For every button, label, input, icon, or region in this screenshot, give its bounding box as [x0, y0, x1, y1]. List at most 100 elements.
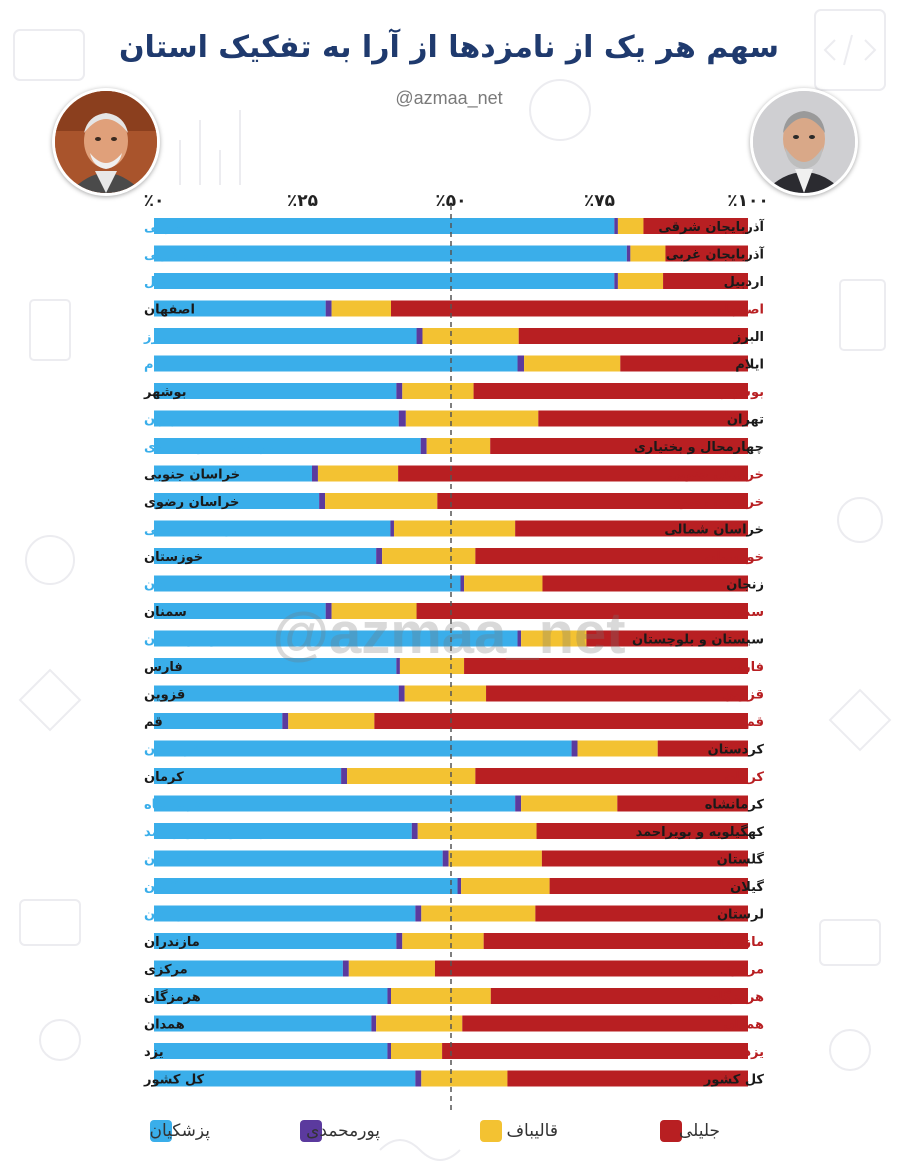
province-label-left: سمنان: [144, 605, 187, 620]
province-label-left: ایلام: [144, 358, 173, 373]
province-label-right: کرمان: [724, 770, 764, 785]
province-label-right: کل کشور: [703, 1073, 765, 1088]
province-label-right: خوزستان: [705, 550, 764, 565]
bar-segment-pezeshkian: [154, 438, 421, 454]
legend-item-pezeshkian: پزشکیان: [149, 1118, 242, 1146]
bar-segment-pezeshkian: [154, 933, 397, 949]
bar-segment-pourmohammadi: [282, 713, 289, 729]
province-label-left: فارس: [144, 660, 183, 675]
province-label-left: اصفهان: [144, 303, 195, 318]
bar-segment-jalili: [464, 658, 748, 674]
bar-segment-jalili: [665, 245, 748, 262]
x-tick-label: ٪۵۰: [435, 191, 466, 211]
province-label-left: زنجان: [144, 578, 182, 593]
bar-segment-jalili: [515, 520, 748, 537]
bar-row: [154, 905, 748, 922]
bar-row: [154, 575, 748, 592]
bar-segment-ghalibaf: [393, 520, 516, 537]
bar-segment-pezeshkian: [154, 328, 417, 344]
x-tick-label: ٪۷۵: [584, 191, 615, 211]
province-label-left: کرمانشاه: [144, 798, 204, 813]
province-label-right: فارس: [725, 660, 764, 675]
bar-segment-pezeshkian: [154, 493, 320, 509]
province-label-left: سیستان و بلوچستان: [144, 633, 276, 648]
province-label-right: گیلان: [730, 879, 764, 895]
bar-segment-pourmohammadi: [614, 218, 618, 234]
bar-segment-jalili: [475, 548, 748, 564]
bar-segment-pourmohammadi: [415, 1070, 422, 1087]
bar-segment-jalili: [391, 300, 748, 317]
bar-segment-ghalibaf: [461, 878, 550, 894]
bar-segment-ghalibaf: [402, 933, 484, 949]
bar-segment-ghalibaf: [402, 383, 474, 399]
bar-row: [154, 740, 748, 757]
province-label-left: مازندران: [144, 935, 200, 950]
bar-segment-jalili: [536, 823, 748, 839]
legend-label-pourmohammadi: پورمحمدی: [306, 1121, 380, 1141]
province-label-left: خراسان رضوی: [144, 495, 239, 510]
pezeshkian-portrait: [52, 88, 160, 196]
x-tick-label: ٪۲۵: [287, 191, 318, 211]
province-label-right: آذربایجان غربی: [666, 246, 765, 263]
bar-segment-pezeshkian: [154, 630, 518, 647]
bar-row: [154, 988, 748, 1004]
bar-row: [154, 1043, 748, 1059]
bar-segment-pezeshkian: [154, 878, 458, 894]
province-label-left: کهگیلویه و بویراحمد: [144, 824, 273, 840]
bar-segment-jalili: [442, 1043, 748, 1059]
bar-segment-pourmohammadi: [398, 410, 406, 427]
bar-segment-jalili: [434, 960, 748, 977]
bar-segment-pourmohammadi: [396, 658, 400, 674]
bar-row: [154, 1070, 748, 1087]
bar-segment-ghalibaf: [577, 740, 658, 757]
bar-row: [154, 658, 748, 674]
bar-row: [154, 438, 748, 454]
province-label-right: تهران: [727, 413, 764, 428]
legend-label-ghalibaf: قالیباف: [506, 1121, 558, 1141]
bar-segment-pourmohammadi: [517, 355, 525, 372]
bar-row: [154, 520, 748, 537]
bar-segment-jalili: [483, 933, 748, 949]
jalili-portrait-illustration: [753, 91, 855, 193]
province-label-left: گلستان: [144, 852, 192, 868]
bar-segment-pezeshkian: [154, 383, 397, 399]
bar-segment-pourmohammadi: [626, 245, 631, 262]
bar-segment-jalili: [617, 795, 748, 812]
bar-segment-pourmohammadi: [376, 548, 383, 564]
bar-row: [154, 713, 748, 729]
province-label-right: خراسان جنوبی: [668, 468, 764, 483]
bar-segment-pezeshkian: [154, 245, 627, 262]
bar-segment-ghalibaf: [630, 245, 666, 262]
bar-segment-pourmohammadi: [387, 988, 392, 1004]
bar-segment-ghalibaf: [391, 988, 491, 1004]
province-label-left: تهران: [144, 413, 181, 428]
province-label-left: آذربایجان شرقی: [144, 218, 250, 235]
bar-segment-pezeshkian: [154, 685, 399, 702]
province-label-left: لرستان: [144, 908, 191, 923]
bar-row: [154, 410, 748, 427]
province-label-right: لرستان: [717, 908, 764, 923]
legend-swatch-jalili: [660, 1120, 682, 1142]
bar-row: [154, 465, 748, 482]
bar-segment-pourmohammadi: [411, 823, 418, 839]
bar-segment-pourmohammadi: [571, 740, 578, 757]
province-label-left: خراسان جنوبی: [144, 468, 240, 483]
bar-segment-ghalibaf: [448, 850, 542, 867]
province-label-right: البرز: [733, 330, 764, 345]
legend-label-jalili: جلیلی: [678, 1121, 720, 1141]
bar-segment-jalili: [486, 685, 748, 702]
bar-segment-pourmohammadi: [387, 1043, 392, 1059]
bar-segment-jalili: [437, 493, 748, 509]
province-label-right: گلستان: [717, 852, 765, 868]
legend-item-ghalibaf: قالیباف: [480, 1118, 590, 1146]
bar-segment-jalili: [490, 438, 748, 454]
bar-segment-pourmohammadi: [398, 685, 405, 702]
bar-segment-jalili: [518, 328, 748, 344]
bar-segment-pezeshkian: [154, 1043, 388, 1059]
province-label-left: گیلان: [144, 879, 178, 895]
bar-segment-ghalibaf: [391, 1043, 443, 1059]
bar-segment-ghalibaf: [399, 658, 465, 674]
province-label-right: ایلام: [735, 358, 764, 373]
bar-row: [154, 960, 748, 977]
